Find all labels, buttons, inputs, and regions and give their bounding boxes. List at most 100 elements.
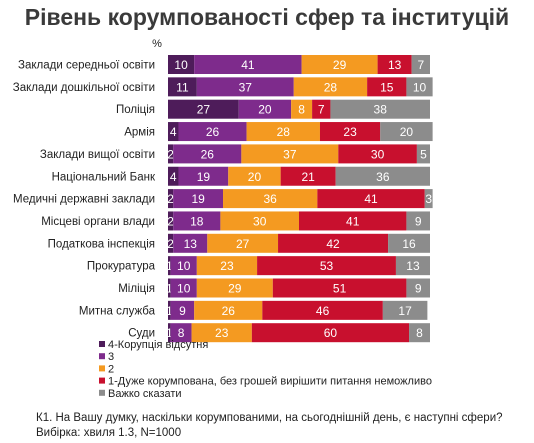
- bar-segment: [168, 189, 174, 209]
- data-label: 20: [400, 125, 414, 139]
- category-label: Суди: [128, 328, 155, 340]
- data-label: 29: [333, 58, 347, 72]
- bar-segment: [168, 211, 174, 231]
- data-label: 2: [167, 237, 174, 251]
- data-label: 10: [413, 80, 427, 94]
- category-label: Заклади середньої освіти: [18, 60, 155, 72]
- data-label: 8: [178, 326, 185, 340]
- data-label: 23: [215, 326, 229, 340]
- data-label: 23: [343, 125, 357, 139]
- data-label: 30: [371, 147, 385, 161]
- legend-label: Важко сказати: [108, 388, 182, 400]
- data-label: 2: [167, 147, 174, 161]
- data-label: 2: [167, 192, 174, 206]
- bar-segment: [380, 122, 433, 142]
- footnote-question: К1. На Вашу думку, наскільки корумповани…: [36, 412, 503, 424]
- data-label: 9: [179, 304, 186, 318]
- data-label: 5: [420, 147, 427, 161]
- bar-segment: [367, 77, 407, 97]
- data-label: 37: [239, 80, 253, 94]
- data-label: 26: [222, 304, 236, 318]
- bar-segment: [170, 278, 197, 298]
- data-label: 10: [174, 58, 188, 72]
- category-label: Митна служба: [79, 305, 156, 317]
- category-label: Заклади вищої освіти: [40, 149, 155, 161]
- legend-label: 3: [108, 351, 114, 363]
- data-label: 9: [415, 282, 422, 296]
- data-label: 1: [166, 326, 173, 340]
- chart-title: Рівень корумпованості сфер та інституцій: [24, 4, 510, 30]
- data-label: 4: [170, 170, 177, 184]
- category-label: Медичні державні заклади: [13, 194, 155, 206]
- bar-segment: [335, 166, 430, 186]
- bar-segment: [293, 77, 368, 97]
- data-label: 4: [170, 125, 177, 139]
- bar-segment: [299, 211, 407, 231]
- legend-swatch: [99, 341, 105, 347]
- data-label: 13: [388, 58, 402, 72]
- bar-segment: [194, 55, 302, 74]
- data-label: 1: [166, 304, 173, 318]
- bar-segment: [406, 211, 430, 231]
- data-label: 3: [425, 192, 432, 206]
- legend-swatch: [99, 353, 105, 360]
- bar-segment: [241, 144, 339, 164]
- data-label: 11: [176, 80, 189, 94]
- data-label: 41: [364, 192, 378, 206]
- data-label: 18: [190, 214, 204, 228]
- data-label: 26: [201, 147, 215, 161]
- legend-label: 1-Дуже корумпована, без грошей вирішити …: [108, 376, 432, 388]
- bar-segment: [191, 323, 252, 343]
- legend-swatch: [99, 389, 105, 396]
- bar-segment: [168, 144, 174, 164]
- bar-segment: [409, 323, 430, 343]
- data-label: 30: [253, 214, 267, 228]
- data-label: 46: [316, 304, 330, 318]
- bar-segment: [395, 256, 430, 276]
- bar-segment: [406, 77, 433, 97]
- legend-label: 2: [108, 363, 114, 375]
- data-label: 42: [326, 237, 340, 251]
- bar-segment: [251, 323, 410, 343]
- bar-segment: [317, 189, 425, 209]
- bar-segment: [196, 278, 273, 298]
- bar-segment: [173, 211, 221, 231]
- bar-segment: [388, 233, 430, 253]
- footnotes: К1. На Вашу думку, наскільки корумповани…: [36, 411, 503, 441]
- data-label: 19: [197, 170, 211, 184]
- data-label: 10: [177, 282, 191, 296]
- data-label: 17: [398, 304, 412, 318]
- bar-segment: [411, 55, 430, 74]
- data-label: 1: [166, 259, 173, 273]
- data-label: 41: [346, 214, 360, 228]
- category-label: Заклади дошкільної освіти: [13, 82, 155, 94]
- bar-segment: [319, 122, 381, 142]
- bar-segment: [312, 99, 331, 119]
- bar-segment: [168, 77, 197, 97]
- bar-segment: [272, 278, 407, 298]
- data-label: 53: [320, 259, 334, 273]
- legend-label: 4-Корупція відсутня: [108, 339, 208, 351]
- bar-segment: [377, 55, 412, 74]
- data-label: 16: [402, 237, 416, 251]
- data-label: 20: [258, 103, 272, 117]
- data-label: 23: [220, 259, 234, 273]
- bar-segment: [168, 122, 179, 142]
- bar-segment: [416, 144, 430, 164]
- stacked-bar-chart: %Заклади середньої освіти 10 41 29 13 7Заклад…: [13, 38, 433, 400]
- data-label: 20: [248, 170, 262, 184]
- data-label: 36: [376, 170, 390, 184]
- legend-swatch: [99, 365, 105, 372]
- data-label: 19: [191, 192, 205, 206]
- data-label: 38: [374, 103, 388, 117]
- data-label: 13: [406, 259, 420, 273]
- data-label: 21: [301, 170, 315, 184]
- bar-segment: [173, 144, 242, 164]
- bar-segment: [194, 300, 263, 320]
- bar-segment: [168, 300, 171, 320]
- bar-segment: [168, 233, 174, 253]
- data-label: 13: [184, 237, 198, 251]
- bar-segment: [168, 55, 195, 74]
- category-label: Прокуратура: [87, 261, 156, 273]
- category-label: Національний Банк: [52, 171, 156, 183]
